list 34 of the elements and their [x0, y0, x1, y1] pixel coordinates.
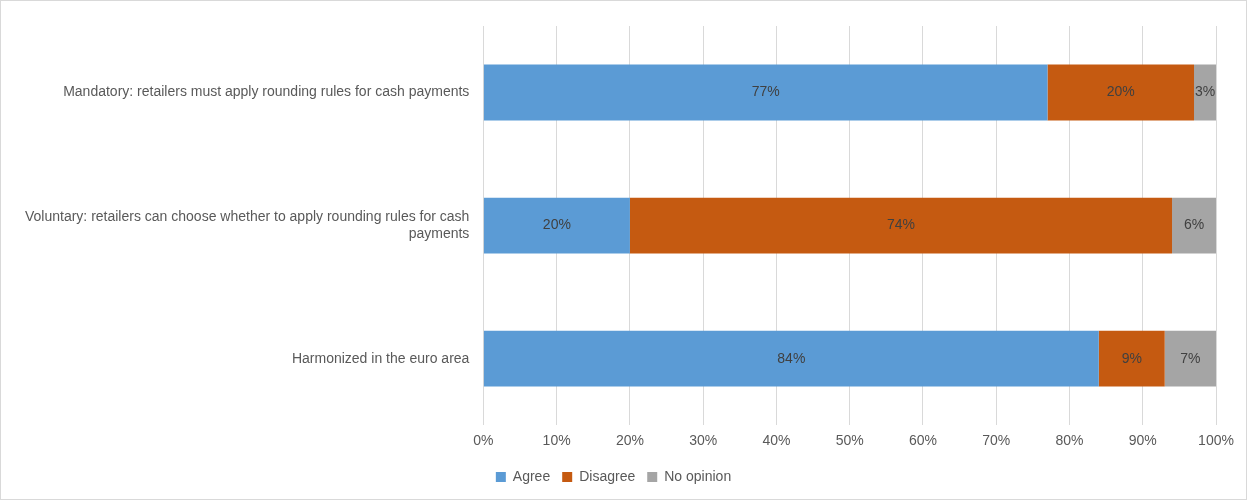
x-tick-label: 30% [689, 432, 718, 449]
x-tick-label: 80% [1055, 432, 1084, 449]
bar [483, 64, 1048, 121]
data-label: 3% [1194, 83, 1216, 100]
x-tick-label: 40% [762, 432, 791, 449]
x-tick-label: 70% [982, 432, 1011, 449]
bar [1047, 64, 1195, 121]
bar [1164, 330, 1216, 387]
legend-label: No opinion [664, 467, 732, 484]
y-tick-label: Harmonized in the euro area [291, 349, 470, 366]
bar [629, 197, 1173, 254]
x-tick-label: 60% [908, 432, 937, 449]
bar [1172, 197, 1216, 254]
data-label: 7% [1180, 349, 1201, 366]
y-tick-label: Voluntary: retailers can choose whether to apply rounding rules for cash payments [24, 208, 470, 241]
x-tick-label: 20% [615, 432, 644, 449]
data-label: 77% [751, 83, 780, 100]
data-label: 6% [1183, 216, 1205, 233]
x-tick-label: 100% [1198, 432, 1234, 449]
data-label: 20% [1106, 83, 1135, 100]
data-label: 74% [886, 216, 915, 233]
bar [1098, 330, 1165, 387]
y-tick-label: Mandatory: retailers must apply rounding rules for cash payments [63, 83, 470, 100]
data-label: 84% [777, 349, 806, 366]
x-tick-label: 0% [473, 432, 494, 449]
legend-label: Agree [512, 467, 551, 484]
data-label: 9% [1121, 349, 1142, 366]
bar [483, 330, 1099, 387]
x-tick-label: 90% [1128, 432, 1157, 449]
data-label: 20% [542, 216, 571, 233]
x-tick-label: 10% [542, 432, 571, 449]
bar [483, 197, 630, 254]
x-tick-label: 50% [835, 432, 864, 449]
legend-label: Disagree [579, 467, 636, 484]
